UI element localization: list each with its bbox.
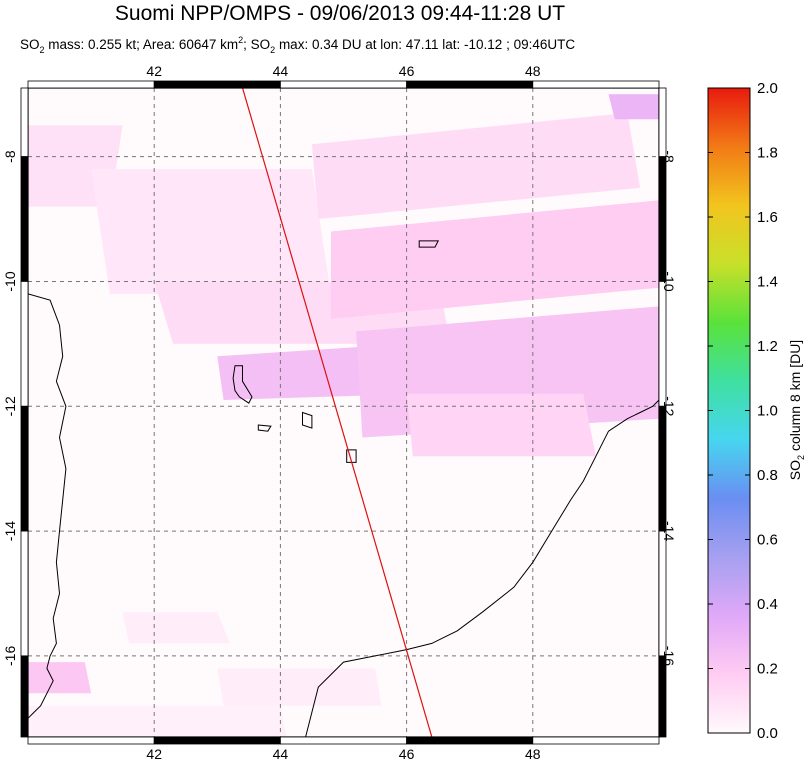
y-tick-label-right: -16 bbox=[661, 646, 677, 666]
coastline-0 bbox=[28, 293, 67, 719]
frame-top-segment-3 bbox=[406, 80, 534, 89]
frame-left-segment-5 bbox=[20, 655, 29, 738]
colorbar-label-post: column 8 km [DU] bbox=[787, 340, 803, 455]
x-tick-label-bottom: 44 bbox=[273, 746, 289, 759]
y-tick-label-right: -10 bbox=[661, 271, 677, 291]
colorbar-tick-label: 0.8 bbox=[757, 467, 778, 484]
so2-patch-9 bbox=[28, 662, 92, 694]
so2-patch-7 bbox=[406, 393, 596, 457]
x-tick-label-top: 48 bbox=[525, 63, 541, 79]
frame-right-segment-3 bbox=[658, 405, 667, 532]
frame-left-segment-0 bbox=[20, 87, 29, 158]
frame-right-segment-1 bbox=[658, 156, 667, 282]
so2-patch-1 bbox=[91, 169, 331, 294]
subtitle-mass-text: mass: 0.255 kt; Area: 60647 km bbox=[45, 37, 239, 52]
colorbar-tick-label: 1.6 bbox=[757, 209, 778, 226]
coastline-5 bbox=[418, 240, 440, 248]
coastline-2 bbox=[257, 424, 272, 432]
colorbar-tick-label: 1.4 bbox=[757, 274, 778, 291]
chart-title: Suomi NPP/OMPS - 09/06/2013 09:44-11:28 … bbox=[115, 2, 565, 25]
y-tick-labels-right: -8 -10 -12 -14 -16 bbox=[661, 150, 677, 666]
so2-patch-4 bbox=[311, 113, 641, 219]
y-tick-label-left: -12 bbox=[2, 396, 18, 416]
frame-right-segment-5 bbox=[658, 655, 667, 738]
colorbar-label: SO2 column 8 km [DU] bbox=[787, 340, 806, 480]
colorbar bbox=[707, 87, 751, 734]
coastline-4 bbox=[346, 449, 357, 463]
chart-subtitle: SO2 mass: 0.255 kt; Area: 60647 km2; SO2… bbox=[20, 35, 575, 55]
subtitle-mass-sub: 2 bbox=[40, 45, 45, 55]
frame-bottom-segment-3 bbox=[406, 736, 534, 745]
y-tick-label-left: -8 bbox=[2, 150, 18, 163]
frame-top-segment-1 bbox=[153, 80, 281, 89]
frame-top-segment-2 bbox=[279, 80, 407, 89]
subtitle-max-sub: 2 bbox=[270, 45, 275, 55]
colorbar-tick-label: 0.0 bbox=[757, 725, 778, 742]
x-tick-label-bottom: 48 bbox=[525, 746, 541, 759]
x-tick-label-bottom: 42 bbox=[146, 746, 162, 759]
subtitle-mass-label: SO bbox=[20, 37, 40, 52]
so2-patch-layer bbox=[28, 94, 659, 737]
coastline-3 bbox=[302, 411, 313, 429]
frame-bottom-segment-0 bbox=[27, 736, 155, 745]
colorbar-tick-label: 2.0 bbox=[757, 80, 778, 97]
coastline-layer bbox=[28, 240, 659, 737]
frame-top-segment-4 bbox=[532, 80, 660, 89]
y-tick-label-right: -14 bbox=[661, 521, 677, 541]
x-tick-labels-bottom: 42 44 46 48 bbox=[146, 746, 540, 759]
frame-left-segment-3 bbox=[20, 405, 29, 532]
y-tick-label-left: -14 bbox=[2, 521, 18, 541]
subtitle-max-label: ; SO bbox=[243, 37, 270, 52]
frame-left-segment-2 bbox=[20, 281, 29, 407]
so2-patch-10 bbox=[122, 612, 230, 644]
colorbar-tick-label: 1.0 bbox=[757, 403, 778, 420]
y-tick-label-right: -8 bbox=[661, 150, 677, 163]
y-tick-labels-left: -8 -10 -12 -14 -16 bbox=[2, 150, 18, 666]
frame-left-segment-1 bbox=[20, 156, 29, 282]
so2-patch-8 bbox=[608, 94, 659, 120]
frame-right-segment-2 bbox=[658, 281, 667, 407]
colorbar-tick-label: 0.4 bbox=[757, 596, 778, 613]
frame-bottom-segment-2 bbox=[279, 736, 407, 745]
frame-top-segment-0 bbox=[27, 80, 155, 89]
x-tick-labels-top: 42 44 46 48 bbox=[146, 63, 540, 79]
subtitle-max-text: max: 0.34 DU at lon: 47.11 lat: -10.12 ;… bbox=[275, 37, 575, 52]
frame-left-segment-4 bbox=[20, 530, 29, 657]
x-tick-label-bottom: 46 bbox=[399, 746, 415, 759]
colorbar-tick-label: 0.2 bbox=[757, 661, 778, 678]
y-tick-label-left: -16 bbox=[2, 646, 18, 666]
frame-bottom-segment-1 bbox=[153, 736, 281, 745]
colorbar-tick-label: 1.2 bbox=[757, 338, 778, 355]
coastline-1 bbox=[232, 365, 253, 404]
frame-bottom-segment-4 bbox=[532, 736, 660, 745]
x-tick-label-top: 44 bbox=[273, 63, 289, 79]
colorbar-tick-label: 0.6 bbox=[757, 532, 778, 549]
colorbar-tick-label: 1.8 bbox=[757, 145, 778, 162]
x-tick-label-top: 42 bbox=[146, 63, 162, 79]
colorbar-tick-labels: 2.0 1.8 1.6 1.4 1.2 1.0 0.8 0.6 0.4 0.2 0.0 bbox=[708, 80, 778, 742]
map-frame-layer bbox=[20, 80, 667, 745]
so2-patch-11 bbox=[217, 668, 382, 706]
colorbar-label-pre: SO bbox=[787, 460, 803, 480]
so2-patch-5 bbox=[330, 200, 659, 319]
subtitle-area-sup: 2 bbox=[238, 35, 243, 45]
y-tick-label-left: -10 bbox=[2, 271, 18, 291]
coastline-6 bbox=[305, 399, 659, 737]
x-tick-label-top: 46 bbox=[399, 63, 415, 79]
so2-patch-12 bbox=[28, 705, 287, 737]
orbit-track-line bbox=[241, 88, 433, 737]
frame-right-segment-0 bbox=[658, 87, 667, 158]
grid-layer bbox=[28, 88, 659, 737]
frame-right-segment-4 bbox=[658, 530, 667, 657]
y-tick-label-right: -12 bbox=[661, 396, 677, 416]
orbit-track-layer bbox=[241, 88, 433, 737]
colorbar-label-sub: 2 bbox=[796, 455, 806, 460]
